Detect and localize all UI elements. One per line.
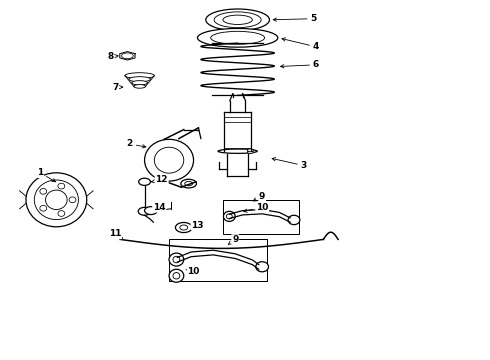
Text: 3: 3	[272, 158, 307, 170]
Text: 4: 4	[282, 38, 319, 51]
Text: 9: 9	[253, 192, 266, 201]
Ellipse shape	[169, 269, 184, 282]
Ellipse shape	[34, 180, 78, 220]
Ellipse shape	[218, 149, 257, 153]
Ellipse shape	[181, 179, 196, 188]
Ellipse shape	[247, 150, 253, 153]
Text: 12: 12	[151, 175, 168, 184]
Ellipse shape	[134, 85, 146, 88]
Text: 5: 5	[273, 14, 317, 23]
Ellipse shape	[46, 190, 67, 210]
Ellipse shape	[58, 211, 65, 216]
Text: 10: 10	[244, 202, 269, 212]
Ellipse shape	[122, 53, 133, 59]
Ellipse shape	[173, 273, 180, 279]
Text: 1: 1	[37, 168, 55, 182]
Ellipse shape	[288, 215, 300, 225]
Text: 7: 7	[112, 83, 122, 91]
Text: 6: 6	[281, 60, 319, 69]
Ellipse shape	[211, 31, 265, 44]
Ellipse shape	[185, 181, 193, 186]
Text: 9: 9	[228, 235, 239, 244]
Ellipse shape	[138, 207, 151, 215]
Ellipse shape	[223, 15, 252, 24]
Text: 10: 10	[186, 267, 200, 276]
Ellipse shape	[26, 173, 87, 227]
Ellipse shape	[169, 253, 184, 266]
Ellipse shape	[175, 222, 192, 233]
Ellipse shape	[129, 77, 150, 82]
Text: 2: 2	[127, 139, 146, 148]
Ellipse shape	[256, 262, 269, 272]
Ellipse shape	[247, 149, 253, 152]
Ellipse shape	[58, 183, 65, 189]
Ellipse shape	[154, 147, 184, 173]
Ellipse shape	[125, 73, 154, 78]
Text: 14: 14	[153, 203, 166, 212]
Ellipse shape	[223, 211, 235, 221]
Bar	[223, 200, 299, 234]
Ellipse shape	[206, 9, 270, 31]
Ellipse shape	[145, 207, 157, 215]
Ellipse shape	[145, 139, 194, 181]
Ellipse shape	[40, 188, 47, 194]
Text: 13: 13	[191, 220, 204, 230]
Ellipse shape	[139, 178, 150, 185]
Bar	[169, 239, 267, 281]
Text: 11: 11	[109, 230, 122, 239]
Ellipse shape	[69, 197, 76, 203]
Ellipse shape	[40, 206, 47, 211]
Ellipse shape	[173, 256, 180, 263]
Text: 8: 8	[107, 52, 118, 61]
Ellipse shape	[226, 214, 232, 219]
Ellipse shape	[132, 81, 147, 85]
Ellipse shape	[197, 28, 278, 47]
Ellipse shape	[214, 12, 261, 28]
Ellipse shape	[180, 225, 188, 230]
